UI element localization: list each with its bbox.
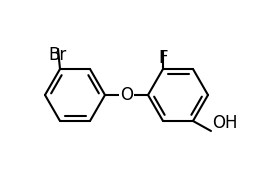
Text: F: F: [158, 49, 168, 67]
Text: O: O: [120, 86, 133, 104]
Text: OH: OH: [212, 114, 238, 132]
Text: Br: Br: [49, 46, 67, 64]
